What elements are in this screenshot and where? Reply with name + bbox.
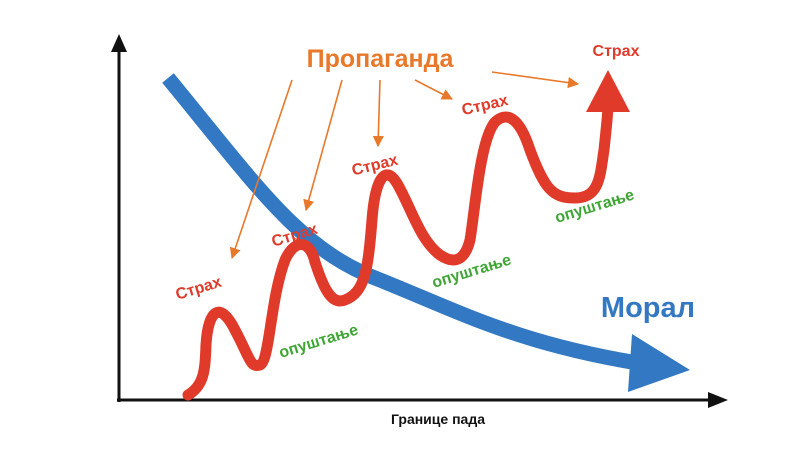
fear-wave-line	[182, 98, 614, 401]
axes	[111, 34, 728, 408]
moral-label: Морал	[601, 292, 695, 324]
propaganda-arrow-4	[414, 79, 453, 100]
y-axis-arrowhead	[111, 34, 127, 52]
x-axis-arrowhead	[708, 392, 728, 408]
moral-curve-line	[162, 73, 652, 373]
fear-wave-arrowhead	[586, 70, 630, 112]
propaganda-title: Пропаганда	[307, 45, 455, 73]
fear-label-1: Страх	[174, 274, 224, 304]
propaganda-arrow-2	[303, 79, 343, 212]
fear-wave	[182, 70, 630, 401]
fear-label-5: Страх	[593, 43, 640, 60]
x-axis-label: Границе пада	[391, 411, 485, 427]
propaganda-arrow-3	[372, 79, 384, 148]
relax-label-1: опуштање	[277, 322, 360, 362]
moral-curve	[162, 73, 690, 392]
propaganda-arrow-5	[491, 71, 580, 89]
moral-curve-arrowhead	[628, 334, 690, 392]
propaganda-arrow-1	[229, 79, 293, 260]
propaganda-arrows	[229, 71, 580, 260]
